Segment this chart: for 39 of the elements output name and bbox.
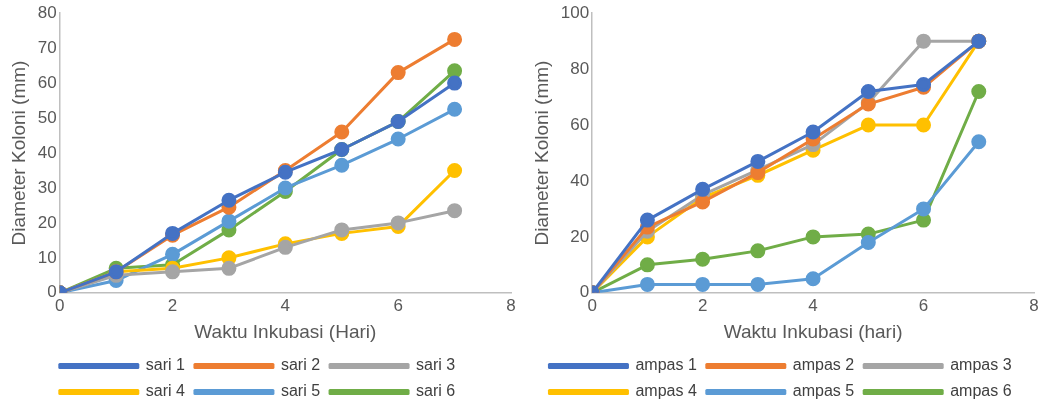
x-tick-label: 6 xyxy=(393,295,403,315)
legend-label: sari 3 xyxy=(416,356,456,374)
y-tick-label: 20 xyxy=(570,226,590,246)
y-axis-title: Diameter Koloni (mm) xyxy=(530,60,552,246)
y-tick-label: 60 xyxy=(37,72,57,92)
y-tick-label: 40 xyxy=(37,142,57,162)
legend-label: ampas 2 xyxy=(792,356,855,374)
legend-label: ampas 3 xyxy=(950,356,1012,374)
legend-label: ampas 6 xyxy=(950,382,1012,400)
legend-label: ampas 5 xyxy=(792,382,855,400)
y-tick-label: 0 xyxy=(47,282,57,302)
y-tick-label: 10 xyxy=(37,247,57,267)
legend-label: sari 5 xyxy=(280,382,321,400)
x-tick-label: 4 xyxy=(808,295,818,315)
x-tick-label: 6 xyxy=(918,295,929,315)
x-axis-title: Waktu Inkubasi (Hari) xyxy=(194,320,377,342)
y-tick-label: 60 xyxy=(570,114,590,134)
legend-label: sari 6 xyxy=(416,382,456,400)
legend-label: ampas 1 xyxy=(635,356,697,374)
x-tick-label: 8 xyxy=(1029,295,1039,315)
legend-label: sari 4 xyxy=(145,382,186,400)
x-tick-label: 4 xyxy=(280,295,291,315)
legend-label: sari 2 xyxy=(280,356,321,374)
y-tick-label: 70 xyxy=(37,37,57,57)
y-axis-title: Diameter Koloni (mm) xyxy=(7,60,29,246)
x-axis-title: Waktu Inkubasi (hari) xyxy=(723,320,903,342)
legend-label: sari 1 xyxy=(145,356,186,374)
x-tick-label: 8 xyxy=(506,295,516,315)
y-tick-label: 50 xyxy=(37,107,57,127)
x-tick-label: 2 xyxy=(697,295,708,315)
y-tick-label: 80 xyxy=(37,2,57,22)
y-tick-label: 30 xyxy=(37,177,57,197)
y-tick-label: 0 xyxy=(579,282,590,302)
y-tick-label: 40 xyxy=(570,170,590,190)
y-tick-label: 100 xyxy=(560,2,590,22)
y-tick-label: 80 xyxy=(570,58,590,78)
legend-label: ampas 4 xyxy=(635,382,697,400)
y-tick-label: 20 xyxy=(37,212,57,232)
x-tick-label: 2 xyxy=(167,295,178,315)
